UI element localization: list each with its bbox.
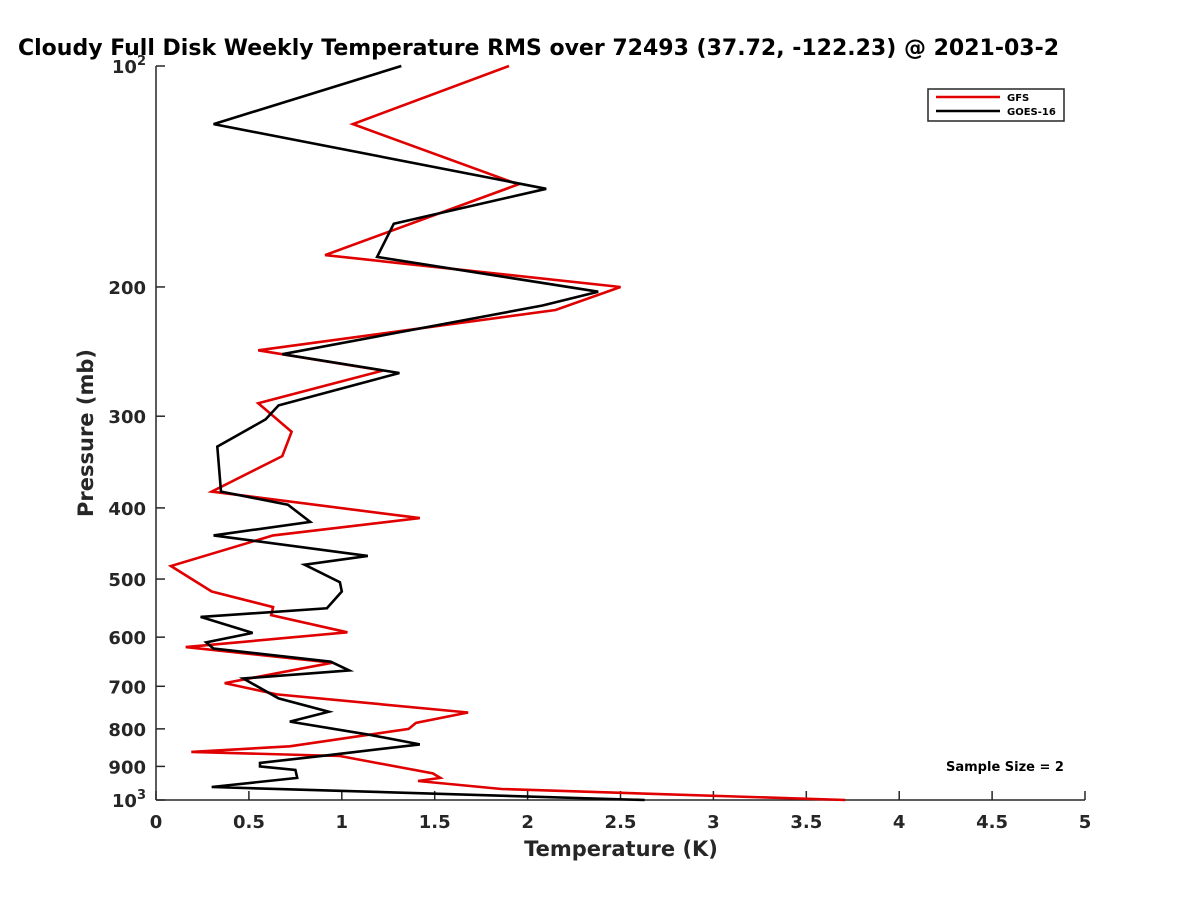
y-tick-label: 700	[108, 677, 146, 698]
x-tick-label: 0.5	[233, 812, 265, 833]
y-axis-label: Pressure (mb)	[74, 349, 98, 517]
series-line-goes-16	[200, 64, 645, 802]
y-tick-label: 600	[108, 628, 146, 649]
y-tick-label: 400	[108, 499, 146, 520]
x-tick-label: 4.5	[976, 812, 1008, 833]
x-tick-label: 1	[336, 812, 349, 833]
y-tick-label: 800	[108, 720, 146, 741]
y-tick-label: 102	[112, 54, 146, 78]
y-tick-label: 300	[108, 407, 146, 428]
y-tick-label: 200	[108, 278, 146, 299]
legend: GFS GOES-16	[927, 88, 1065, 122]
x-tick-label: 5	[1079, 812, 1092, 833]
x-tick-label: 2.5	[605, 812, 637, 833]
x-tick-label: 4	[893, 812, 906, 833]
x-tick-label: 1.5	[419, 812, 451, 833]
legend-label-gfs: GFS	[1007, 93, 1029, 104]
x-tick-label: 3.5	[790, 812, 822, 833]
x-axis-label: Temperature (K)	[524, 837, 718, 861]
y-tick-label: 500	[108, 570, 146, 591]
y-tick-label: 900	[108, 757, 146, 778]
sample-size-annotation: Sample Size = 2	[946, 760, 1064, 775]
plot-area: 0 0.5 1 1.5 2 2.5 3 3.5 4 4.5 5 102 200 300 400 500 600 7…	[108, 54, 1091, 833]
x-tick-label: 2	[521, 812, 534, 833]
legend-box	[927, 88, 1065, 122]
series-line-gfs	[167, 64, 846, 802]
chart-title: Cloudy Full Disk Weekly Temperature RMS …	[18, 36, 1059, 61]
x-tick-label: 0	[150, 812, 163, 833]
legend-label-goes-16: GOES-16	[1007, 107, 1056, 118]
y-tick-label: 103	[112, 788, 146, 812]
x-tick-label: 3	[707, 812, 720, 833]
